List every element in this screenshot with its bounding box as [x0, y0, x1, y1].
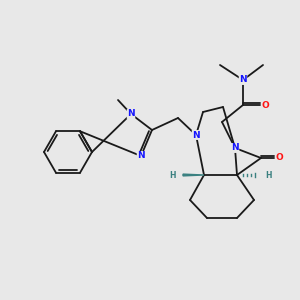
Text: O: O: [275, 154, 283, 163]
Text: N: N: [127, 110, 135, 118]
Polygon shape: [183, 174, 204, 176]
Text: N: N: [137, 152, 145, 160]
Text: N: N: [231, 143, 239, 152]
Text: N: N: [239, 76, 247, 85]
Text: H: H: [265, 170, 271, 179]
Text: H: H: [169, 170, 175, 179]
Text: N: N: [192, 130, 200, 140]
Text: O: O: [261, 100, 269, 109]
